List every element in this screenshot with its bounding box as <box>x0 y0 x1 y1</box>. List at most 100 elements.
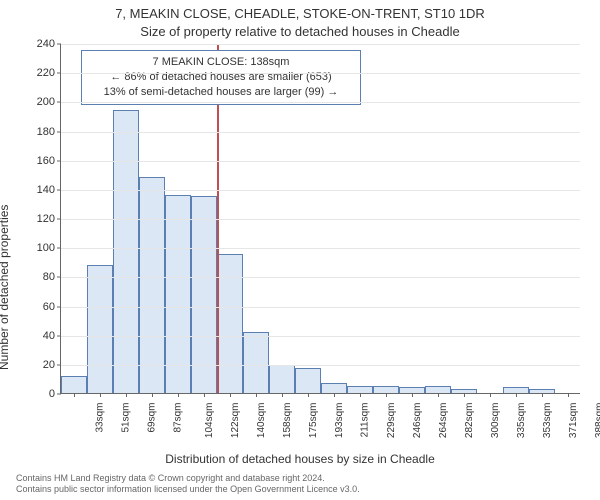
histogram-bar <box>165 195 191 393</box>
x-tick-label: 388sqm <box>594 403 600 439</box>
histogram-bar <box>87 265 113 393</box>
x-tick-label: 69sqm <box>147 403 158 433</box>
grid-line <box>61 336 580 337</box>
property-size-chart: 7, MEAKIN CLOSE, CHEADLE, STOKE-ON-TRENT… <box>0 0 600 500</box>
grid-line <box>61 365 580 366</box>
y-tick-label: 20 <box>43 359 55 371</box>
histogram-bar <box>373 386 399 393</box>
histogram-bar <box>347 386 373 393</box>
footer-line-2: Contains public sector information licen… <box>16 484 360 496</box>
x-tick-mark <box>126 393 127 397</box>
y-tick-label: 140 <box>37 184 55 196</box>
y-tick-mark <box>57 248 61 249</box>
grid-line <box>61 73 580 74</box>
grid-line <box>61 132 580 133</box>
histogram-bar <box>61 376 87 394</box>
y-tick-mark <box>57 160 61 161</box>
x-tick-label: 353sqm <box>542 403 553 439</box>
x-tick-mark <box>256 393 257 397</box>
x-tick-mark <box>152 393 153 397</box>
x-tick-mark <box>74 393 75 397</box>
x-tick-mark <box>204 393 205 397</box>
x-tick-mark <box>178 393 179 397</box>
x-tick-label: 211sqm <box>359 403 370 438</box>
y-tick-mark <box>57 73 61 74</box>
x-tick-mark <box>360 393 361 397</box>
x-tick-mark <box>464 393 465 397</box>
chart-title-address: 7, MEAKIN CLOSE, CHEADLE, STOKE-ON-TRENT… <box>0 6 600 21</box>
histogram-bar <box>425 386 451 393</box>
x-tick-mark <box>412 393 413 397</box>
x-tick-label: 104sqm <box>204 403 215 439</box>
histogram-bar <box>139 177 165 393</box>
x-tick-label: 87sqm <box>173 403 184 433</box>
x-tick-label: 33sqm <box>95 403 106 433</box>
grid-line <box>61 307 580 308</box>
histogram-bar <box>243 332 269 393</box>
x-tick-label: 300sqm <box>490 403 501 439</box>
y-tick-mark <box>57 44 61 45</box>
x-tick-label: 51sqm <box>121 403 132 433</box>
footer-line-1: Contains HM Land Registry data © Crown c… <box>16 473 360 485</box>
y-tick-mark <box>57 335 61 336</box>
histogram-bar <box>269 365 295 393</box>
x-tick-label: 246sqm <box>412 403 423 439</box>
histogram-bar <box>113 110 139 393</box>
x-tick-mark <box>516 393 517 397</box>
chart-subtitle: Size of property relative to detached ho… <box>0 24 600 39</box>
grid-line <box>61 190 580 191</box>
y-tick-label: 120 <box>37 213 55 225</box>
y-tick-label: 220 <box>37 67 55 79</box>
histogram-bar <box>295 368 321 393</box>
x-tick-label: 335sqm <box>516 403 527 439</box>
footer-attribution: Contains HM Land Registry data © Crown c… <box>16 473 360 496</box>
histogram-bar <box>217 254 243 393</box>
annotation-line-1: 7 MEAKIN CLOSE: 138sqm <box>90 55 352 70</box>
x-tick-mark <box>308 393 309 397</box>
y-tick-mark <box>57 102 61 103</box>
x-tick-label: 264sqm <box>438 403 449 439</box>
x-tick-label: 122sqm <box>230 403 241 439</box>
grid-line <box>61 219 580 220</box>
annotation-line-2: ← 86% of detached houses are smaller (65… <box>90 70 352 85</box>
y-tick-label: 60 <box>43 301 55 313</box>
x-tick-mark <box>282 393 283 397</box>
x-tick-label: 193sqm <box>334 403 345 439</box>
grid-line <box>61 277 580 278</box>
x-tick-mark <box>334 393 335 397</box>
x-tick-label: 229sqm <box>386 403 397 439</box>
x-tick-mark <box>490 393 491 397</box>
y-tick-mark <box>57 277 61 278</box>
histogram-bar <box>191 196 217 393</box>
y-tick-label: 240 <box>37 38 55 50</box>
x-tick-mark <box>438 393 439 397</box>
x-tick-label: 175sqm <box>308 403 319 439</box>
y-tick-mark <box>57 131 61 132</box>
y-tick-mark <box>57 189 61 190</box>
x-tick-mark <box>568 393 569 397</box>
y-tick-label: 180 <box>37 126 55 138</box>
y-tick-mark <box>57 306 61 307</box>
plot-area: 7 MEAKIN CLOSE: 138sqm ← 86% of detached… <box>60 44 580 394</box>
y-tick-label: 40 <box>43 330 55 342</box>
x-tick-mark <box>100 393 101 397</box>
x-axis-title: Distribution of detached houses by size … <box>0 452 600 466</box>
annotation-line-3: 13% of semi-detached houses are larger (… <box>90 85 352 100</box>
x-tick-label: 158sqm <box>282 403 293 439</box>
y-tick-mark <box>57 219 61 220</box>
histogram-bar <box>321 383 347 393</box>
x-tick-mark <box>386 393 387 397</box>
grid-line <box>61 44 580 45</box>
x-tick-mark <box>542 393 543 397</box>
x-tick-label: 282sqm <box>464 403 475 439</box>
grid-line <box>61 248 580 249</box>
x-tick-label: 371sqm <box>568 403 579 439</box>
grid-line <box>61 161 580 162</box>
y-tick-label: 80 <box>43 271 55 283</box>
y-tick-label: 0 <box>49 388 55 400</box>
x-tick-label: 140sqm <box>256 403 267 439</box>
annotation-box: 7 MEAKIN CLOSE: 138sqm ← 86% of detached… <box>81 50 361 105</box>
y-tick-label: 160 <box>37 155 55 167</box>
y-tick-label: 200 <box>37 96 55 108</box>
y-tick-label: 100 <box>37 242 55 254</box>
